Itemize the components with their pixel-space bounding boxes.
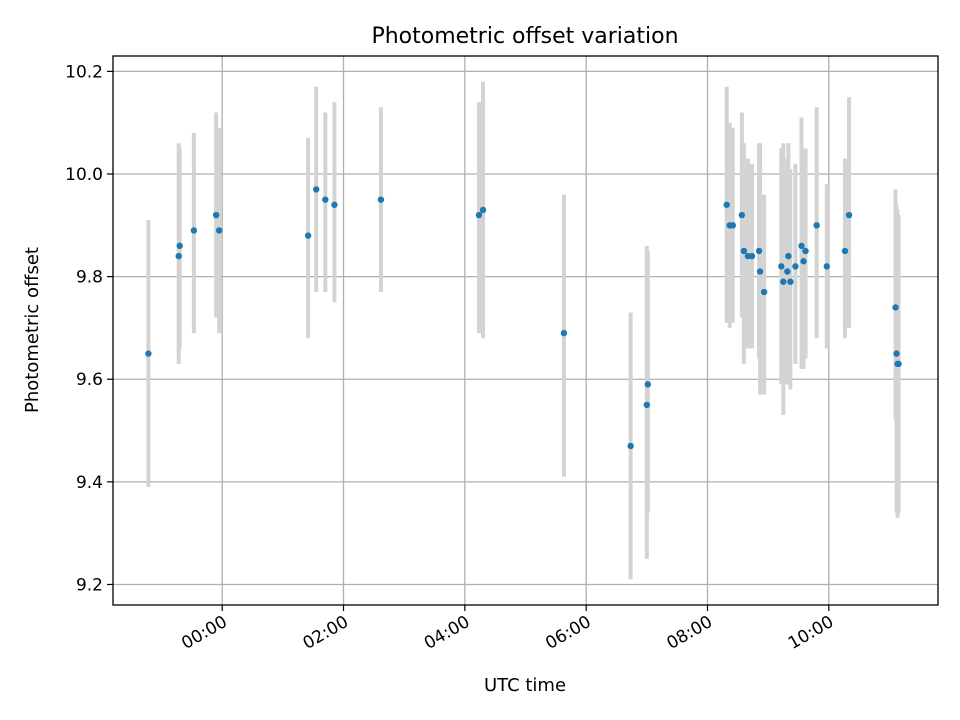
data-point xyxy=(627,442,634,450)
data-point xyxy=(892,304,899,311)
data-point xyxy=(823,263,830,270)
data-point xyxy=(756,268,764,275)
data-point xyxy=(190,227,198,234)
data-point xyxy=(895,360,902,368)
x-tick-label: 08:00 xyxy=(664,612,716,654)
data-point xyxy=(475,211,483,219)
data-point xyxy=(813,222,820,229)
y-tick-label: 10.0 xyxy=(65,165,103,185)
error-bars xyxy=(146,81,901,580)
data-point xyxy=(845,211,853,219)
grid xyxy=(113,56,938,605)
data-point xyxy=(784,268,791,275)
data-point xyxy=(560,329,568,337)
data-point xyxy=(331,201,338,208)
chart-title: Photometric offset variation xyxy=(371,24,678,49)
y-tick-label: 9.6 xyxy=(76,370,103,390)
data-point xyxy=(798,242,805,250)
x-tick-label: 04:00 xyxy=(421,612,473,654)
data-point xyxy=(175,252,182,260)
data-point xyxy=(755,247,763,255)
data-point xyxy=(760,288,768,296)
data-point xyxy=(748,252,756,260)
data-point xyxy=(313,186,320,193)
data-point xyxy=(643,401,651,409)
x-tick-label: 02:00 xyxy=(300,612,352,654)
data-point xyxy=(778,263,785,270)
x-tick-label: 00:00 xyxy=(178,612,230,654)
x-axis-label: UTC time xyxy=(484,675,566,696)
x-tick-label: 10:00 xyxy=(785,612,837,654)
y-tick-label: 9.8 xyxy=(76,268,103,288)
data-point xyxy=(145,350,152,357)
y-axis-label: Photometric offset xyxy=(22,247,43,413)
data-point xyxy=(176,242,183,250)
data-point xyxy=(377,196,385,203)
data-point xyxy=(802,247,809,255)
data-point xyxy=(780,278,787,285)
data-point xyxy=(479,206,487,214)
data-point xyxy=(800,258,807,265)
data-point xyxy=(841,247,849,255)
data-point xyxy=(893,350,900,357)
data-point xyxy=(644,381,652,388)
x-tick-label: 06:00 xyxy=(542,612,594,654)
data-point xyxy=(792,263,799,270)
data-point xyxy=(322,196,329,203)
data-point xyxy=(212,211,220,219)
data-points xyxy=(145,186,902,450)
x-axis-ticks: 00:00 02:00 04:00 06:00 08:00 10:00 xyxy=(178,605,837,654)
y-tick-label: 9.2 xyxy=(76,575,103,595)
data-point xyxy=(729,222,736,229)
y-axis-ticks: 9.2 9.4 9.6 9.8 10.0 10.2 xyxy=(65,62,113,595)
data-point xyxy=(740,247,748,255)
data-point xyxy=(787,278,794,285)
data-point xyxy=(738,211,746,219)
plot-frame xyxy=(112,55,939,606)
y-tick-label: 9.4 xyxy=(76,473,103,493)
data-point xyxy=(215,227,223,234)
y-tick-label: 10.2 xyxy=(65,62,103,82)
data-point xyxy=(785,252,792,260)
data-point xyxy=(304,232,312,239)
data-point xyxy=(723,201,730,208)
